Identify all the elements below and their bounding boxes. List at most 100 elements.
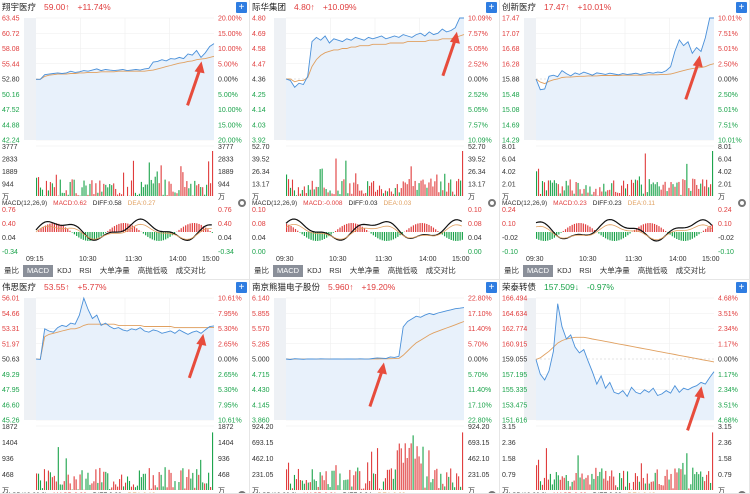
volume-bar — [343, 480, 345, 490]
volume-bar — [392, 478, 394, 490]
price-tick-label: 159.055 — [502, 357, 527, 364]
volume-bar — [694, 474, 696, 490]
indicator-tab[interactable]: 大单净量 — [349, 266, 380, 275]
macd-bar — [167, 232, 169, 239]
gear-icon[interactable] — [238, 491, 246, 493]
gear-icon[interactable] — [738, 491, 746, 493]
volume-bar — [208, 161, 210, 196]
gear-icon[interactable] — [488, 199, 496, 207]
volume-bar — [636, 180, 638, 196]
stock-panel[interactable]: 南京熊猫电子股份 5.960↑ +19.20% +6.140 5.855 5.570 5.2… — [250, 280, 500, 494]
volume-bar — [323, 480, 325, 490]
volume-bar — [317, 486, 319, 490]
volume-bar — [210, 487, 212, 490]
macd-bar — [209, 231, 211, 232]
add-icon[interactable]: + — [736, 282, 747, 293]
volume-bar — [422, 179, 424, 196]
stock-panel[interactable]: 创新医疗 17.47↑ +10.01% +17.47 17.07 16.68 16.28 15… — [500, 0, 750, 280]
volume-tick-label: 8.01 — [502, 144, 516, 151]
indicator-tab[interactable]: 高抛低吸 — [637, 266, 668, 275]
stock-name[interactable]: 伟思医疗 — [2, 282, 37, 292]
stock-name[interactable]: 翔宇医疗 — [2, 2, 37, 12]
volume-bar — [623, 180, 625, 196]
price-tick-label: 14.69 — [502, 122, 520, 129]
indicator-tab[interactable]: MACD — [23, 265, 54, 277]
add-icon[interactable]: + — [486, 282, 497, 293]
macd-bar — [455, 232, 457, 241]
indicator-tab[interactable]: 量比 — [504, 266, 519, 275]
stock-panel[interactable]: 伟思医疗 53.55↑ +5.77% +56.01 54.66 53.31 51.97 50.… — [0, 280, 250, 494]
volume-bar — [424, 487, 426, 490]
indicator-tab[interactable]: MACD — [273, 265, 304, 277]
volume-bar — [434, 470, 436, 490]
indicator-tab[interactable]: MACD — [523, 265, 554, 277]
stock-name[interactable]: 创新医疗 — [502, 2, 537, 12]
macd-bar — [44, 225, 47, 232]
diff-line — [35, 218, 212, 242]
volume-bar — [692, 178, 694, 196]
macd-bar — [125, 223, 127, 232]
stock-name[interactable]: 荣泰转债 — [502, 282, 537, 292]
price-area — [36, 298, 214, 420]
macd-bar — [93, 232, 96, 240]
volume-bar — [59, 179, 61, 196]
indicator-tab[interactable]: 大单净量 — [599, 266, 630, 275]
indicator-tab[interactable]: 大单净量 — [99, 266, 130, 275]
volume-bar — [634, 473, 636, 490]
gear-icon[interactable] — [238, 199, 246, 207]
volume-tick-label: 4.02 — [502, 169, 516, 176]
indicator-tab[interactable]: 成交对比 — [425, 266, 456, 275]
price-tick-label: 46.60 — [2, 402, 20, 409]
stock-name[interactable]: 际华集团 — [252, 2, 287, 12]
volume-bar — [636, 476, 638, 490]
indicator-tab[interactable]: 量比 — [254, 266, 269, 275]
gear-icon[interactable] — [488, 491, 496, 493]
volume-bar — [117, 486, 119, 490]
volume-tick-label: 2.01 — [502, 182, 516, 189]
add-icon[interactable]: + — [486, 2, 497, 13]
indicator-tab[interactable]: KDJ — [57, 266, 72, 275]
stock-name[interactable]: 南京熊猫电子股份 — [252, 282, 321, 292]
stock-panel[interactable]: 翔宇医疗 59.00↑ +11.74% +63.45 60.72 58.08 55.44 52… — [0, 0, 250, 280]
macd-bar — [366, 229, 368, 232]
pct-tick-label: 7.95% — [218, 311, 238, 318]
macd-diff: DIFF:0.23 — [592, 199, 622, 207]
indicator-tab[interactable]: 量比 — [4, 266, 19, 275]
indicator-tab[interactable]: RSI — [579, 266, 592, 275]
volume-bar — [166, 487, 168, 490]
macd-header: MACD(12,26,9) MACD:0.23 DIFF:0.23 DEA:0.11 — [500, 198, 655, 208]
volume-bar — [394, 469, 396, 490]
add-icon[interactable]: + — [236, 2, 247, 13]
price-tick-label: 3.92 — [252, 138, 266, 145]
volume-bar — [536, 171, 538, 196]
pct-tick-label: 2.52% — [468, 61, 488, 68]
volume-bar — [45, 481, 47, 490]
volume-tick-label: 462.10 — [252, 456, 274, 463]
indicator-tab[interactable]: 高抛低吸 — [387, 266, 418, 275]
volume-bar — [628, 482, 631, 490]
indicator-tab[interactable]: KDJ — [307, 266, 322, 275]
volume-bar — [91, 180, 93, 196]
add-icon[interactable]: + — [736, 2, 747, 13]
volume-bar — [166, 195, 168, 196]
volume-tick-label-right: 39.52 — [468, 157, 486, 164]
indicator-tab[interactable]: 成交对比 — [675, 266, 706, 275]
indicator-tab[interactable]: RSI — [79, 266, 92, 275]
time-tick-label: 11:30 — [375, 256, 392, 263]
indicator-tab[interactable]: 成交对比 — [175, 266, 206, 275]
indicator-tab[interactable]: 高抛低吸 — [137, 266, 168, 275]
macd-bar — [211, 232, 213, 233]
volume-bar — [295, 195, 297, 196]
volume-bar — [174, 481, 176, 490]
add-icon[interactable]: + — [236, 282, 247, 293]
gear-icon[interactable] — [738, 199, 746, 207]
volume-bar — [676, 182, 678, 196]
volume-bar — [313, 479, 315, 490]
indicator-tab[interactable]: RSI — [329, 266, 342, 275]
stock-panel[interactable]: 荣泰转债 157.509↓ -0.97% +166.494 164.634 162.774… — [500, 280, 750, 494]
stock-panel[interactable]: 际华集团 4.80↑ +10.09% +4.80 4.69 4.58 4.47 4.36 4.2… — [250, 0, 500, 280]
indicator-tab[interactable]: KDJ — [557, 266, 572, 275]
volume-bar — [593, 478, 595, 490]
volume-bar — [376, 189, 379, 196]
volume-bar — [644, 483, 646, 490]
